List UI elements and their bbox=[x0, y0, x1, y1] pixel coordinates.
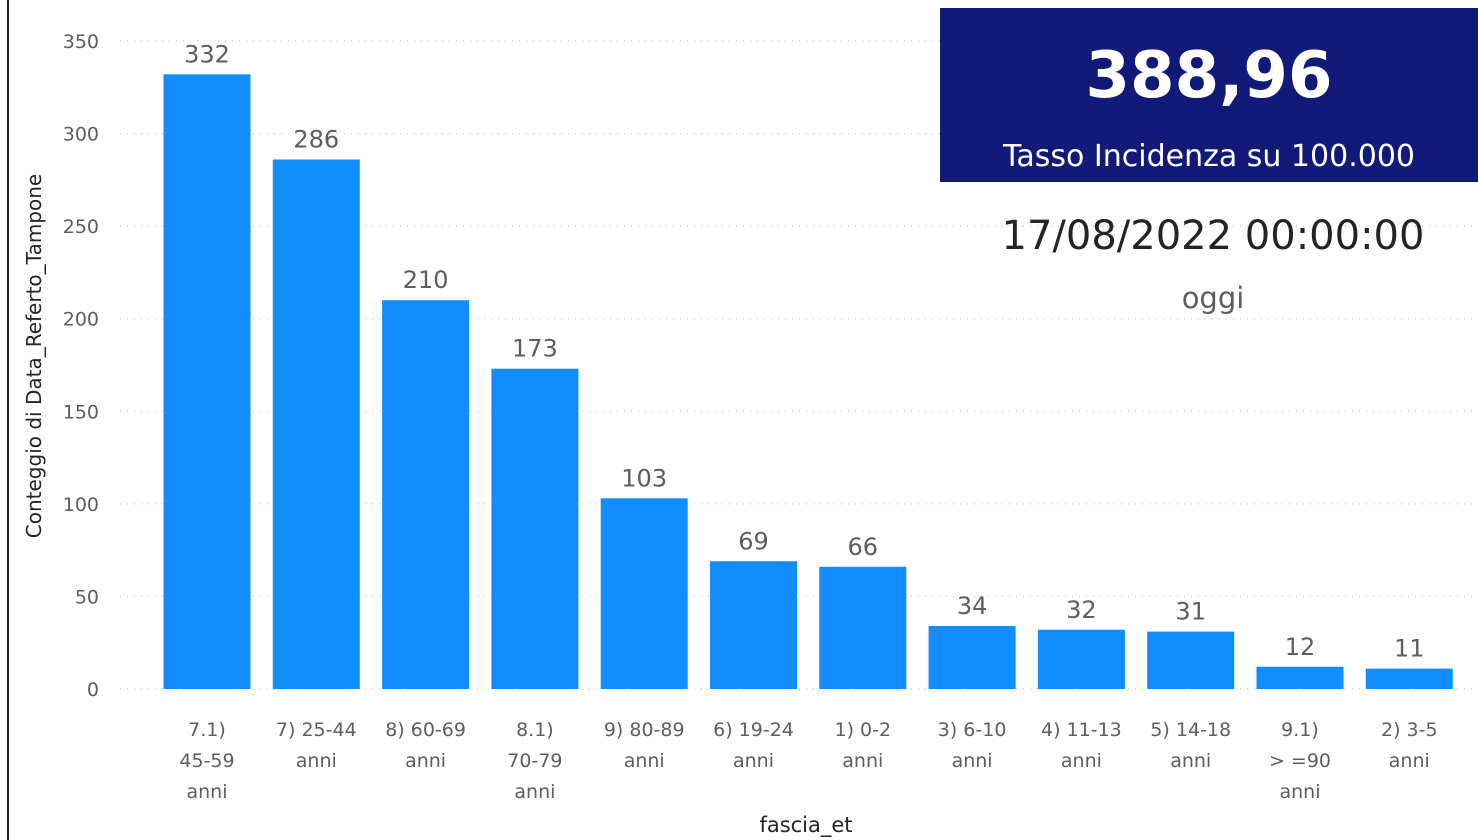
data-label: 103 bbox=[621, 464, 667, 492]
bar bbox=[710, 561, 797, 689]
data-label: 69 bbox=[738, 527, 769, 555]
incidence-rate-label: Tasso Incidenza su 100.000 bbox=[1002, 139, 1415, 174]
x-tick-label: anni bbox=[952, 750, 993, 772]
x-tick-label: anni bbox=[842, 750, 883, 772]
bars bbox=[163, 74, 1453, 690]
bar bbox=[163, 74, 251, 690]
data-label: 173 bbox=[512, 335, 558, 363]
x-tick-label: 5) 14-18 bbox=[1150, 719, 1231, 741]
x-tick-label: anni bbox=[1389, 750, 1430, 772]
data-label: 332 bbox=[184, 40, 230, 68]
data-label: 31 bbox=[1175, 598, 1206, 626]
x-tick-label: 45-59 bbox=[179, 750, 234, 772]
bar bbox=[819, 566, 907, 689]
incidence-rate-value: 388,96 bbox=[1085, 39, 1333, 113]
data-label: 34 bbox=[957, 592, 988, 620]
x-tick-label: 7.1) bbox=[188, 719, 226, 741]
x-tick-label: 6) 19-24 bbox=[713, 719, 794, 741]
x-tick-label: 8) 60-69 bbox=[385, 719, 466, 741]
x-tick-label: > =90 bbox=[1269, 750, 1331, 772]
y-tick-label: 350 bbox=[63, 31, 99, 53]
y-tick-label: 50 bbox=[75, 586, 99, 608]
report-page bbox=[7, 0, 1478, 840]
bar bbox=[1365, 668, 1453, 689]
x-tick-label: anni bbox=[186, 781, 227, 803]
x-tick-label: anni bbox=[296, 750, 337, 772]
gridlines bbox=[120, 40, 1478, 690]
x-tick-label: 9) 80-89 bbox=[604, 719, 685, 741]
x-axis-title: fascia_et bbox=[759, 813, 852, 838]
x-tick-label: anni bbox=[1170, 750, 1211, 772]
incidence-rate-card: 388,96 Tasso Incidenza su 100.000 bbox=[940, 8, 1478, 182]
y-tick-label: 250 bbox=[63, 216, 99, 238]
bar bbox=[1147, 631, 1235, 689]
x-tick-label: anni bbox=[1279, 781, 1320, 803]
data-label: 210 bbox=[403, 266, 449, 294]
x-tick-label: 4) 11-13 bbox=[1041, 719, 1122, 741]
x-tick-label: anni bbox=[405, 750, 446, 772]
bar bbox=[382, 300, 470, 689]
data-label: 66 bbox=[848, 533, 879, 561]
x-axis-ticks: 7.1) 45-59 anni 7) 25-44 anni 8) 60-69 anni 8.1… bbox=[179, 719, 1437, 803]
x-tick-label: 8.1) bbox=[516, 719, 554, 741]
data-label: 32 bbox=[1066, 596, 1097, 624]
x-tick-label: 70-79 bbox=[507, 750, 562, 772]
y-tick-label: 200 bbox=[63, 309, 99, 331]
data-label: 286 bbox=[293, 125, 339, 153]
bar bbox=[1256, 666, 1344, 689]
y-axis-ticks: 0 50 100 150 200 250 300 350 bbox=[63, 31, 99, 701]
date-label: oggi bbox=[1181, 281, 1245, 315]
y-tick-label: 100 bbox=[63, 494, 99, 516]
y-tick-label: 300 bbox=[63, 124, 99, 146]
x-tick-label: anni bbox=[514, 781, 555, 803]
x-tick-label: anni bbox=[733, 750, 774, 772]
x-tick-label: 1) 0-2 bbox=[835, 719, 892, 741]
data-label: 11 bbox=[1394, 635, 1425, 663]
x-tick-label: anni bbox=[1061, 750, 1102, 772]
bar bbox=[600, 498, 688, 689]
bar bbox=[1037, 629, 1125, 689]
data-label: 12 bbox=[1285, 633, 1316, 661]
x-tick-label: 2) 3-5 bbox=[1381, 719, 1438, 741]
date-value: 17/08/2022 00:00:00 bbox=[1001, 213, 1425, 259]
x-tick-label: 9.1) bbox=[1281, 719, 1319, 741]
x-tick-label: 3) 6-10 bbox=[938, 719, 1007, 741]
x-tick-label: 7) 25-44 bbox=[276, 719, 357, 741]
bar bbox=[491, 368, 579, 689]
x-tick-label: anni bbox=[624, 750, 665, 772]
y-tick-label: 0 bbox=[87, 679, 99, 701]
data-labels: 332 286 210 173 103 69 66 34 32 31 12 11 bbox=[184, 40, 1424, 662]
bar bbox=[272, 159, 360, 689]
y-tick-label: 150 bbox=[63, 401, 99, 423]
bar bbox=[928, 626, 1016, 689]
y-axis-title: Conteggio di Data_Referto_Tampone bbox=[22, 174, 46, 538]
